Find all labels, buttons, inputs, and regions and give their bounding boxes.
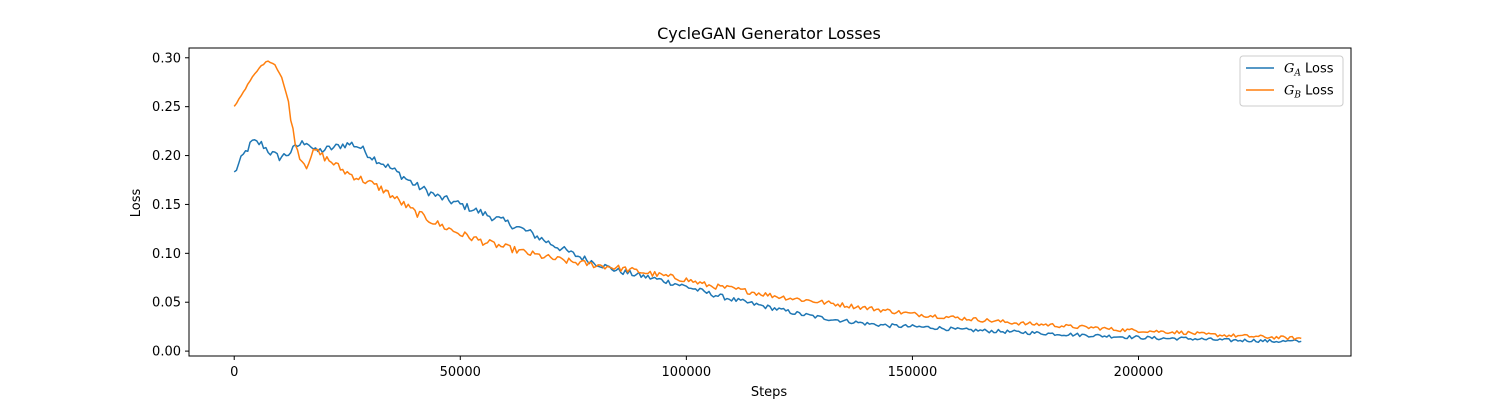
plot-frame <box>188 47 1352 357</box>
legend-label: GB Loss <box>1284 84 1334 101</box>
series-line-gb <box>233 60 1302 341</box>
series-line-ga <box>233 139 1302 344</box>
y-axis: 0.00 0.05 0.10 0.15 0.20 0.25 0.30 <box>152 51 189 360</box>
legend: GA Loss GB Loss <box>1239 55 1344 107</box>
y-tick-label: 0.10 <box>152 247 181 262</box>
legend-label: GA Loss <box>1284 62 1334 79</box>
x-tick-label: 0 <box>230 365 238 380</box>
x-tick-label: 100000 <box>662 365 712 380</box>
x-tick-label: 150000 <box>888 365 938 380</box>
x-axis: 0 50000 100000 150000 200000 <box>230 356 1163 380</box>
chart-title: CycleGAN Generator Losses <box>657 24 881 43</box>
x-axis-label: Steps <box>751 385 788 400</box>
series-layer <box>233 60 1302 344</box>
y-tick-label: 0.20 <box>152 149 181 164</box>
y-tick-label: 0.15 <box>152 198 181 213</box>
y-tick-label: 0.25 <box>152 100 181 115</box>
x-tick-label: 200000 <box>1114 365 1164 380</box>
y-tick-label: 0.05 <box>152 296 181 311</box>
y-tick-label: 0.30 <box>152 51 181 66</box>
y-tick-label: 0.00 <box>152 345 181 360</box>
y-axis-label: Loss <box>129 189 144 218</box>
x-tick-label: 50000 <box>440 365 481 380</box>
